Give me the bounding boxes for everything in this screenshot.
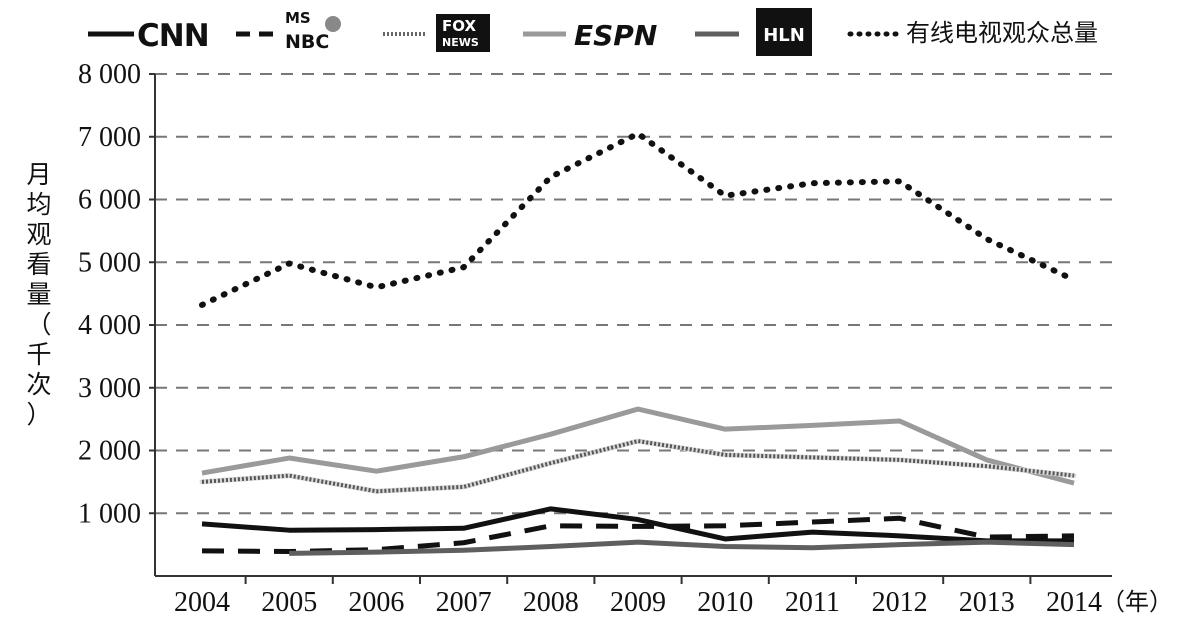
series-line <box>201 406 1075 486</box>
y-axis-label-char: 量 <box>26 280 51 309</box>
x-tick-label: 2014 <box>1046 587 1102 618</box>
y-tick-label: 6 000 <box>78 185 141 216</box>
y-axis-label-char: 千 <box>26 340 51 369</box>
series-3 <box>201 406 1075 486</box>
series-1 <box>201 515 1075 555</box>
legend-hln-logo-text: HLN <box>763 25 805 46</box>
x-tick-label: 2013 <box>959 587 1015 618</box>
x-tick-label: 2010 <box>697 587 753 618</box>
x-tick-label: 2005 <box>261 587 317 618</box>
legend-msnbc-logo-top: MS <box>285 9 311 27</box>
legend-msnbc-peacock-icon <box>325 16 341 32</box>
series-layer <box>199 130 1077 556</box>
y-tick-label: 5 000 <box>78 247 141 278</box>
x-tick-label: 2012 <box>872 587 928 618</box>
series-2 <box>199 438 1077 494</box>
y-axis-label-char: （ <box>26 310 51 339</box>
series-line <box>201 506 1074 544</box>
y-tick-label: 2 000 <box>78 436 141 467</box>
x-unit-label: （年） <box>1101 588 1173 616</box>
grid <box>155 73 1112 515</box>
y-axis-label-char: ） <box>26 400 51 429</box>
y-tick-label: 4 000 <box>78 310 141 341</box>
y-axis-label-char: 均 <box>26 190 51 219</box>
legend-cnn-logo: CNN <box>137 18 209 54</box>
legend-fox-logo-bottom: NEWS <box>442 36 479 49</box>
series-line <box>199 130 1077 308</box>
y-axis-label-char: 看 <box>26 250 51 279</box>
x-tick-label: 2006 <box>348 587 404 618</box>
legend-msnbc-logo: MS NBC <box>285 9 341 53</box>
y-tick-label: 8 000 <box>78 59 141 90</box>
series-line <box>289 539 1075 556</box>
legend-hln-logo: HLN <box>756 8 812 56</box>
y-tick-label: 7 000 <box>78 122 141 153</box>
y-axis-label-char: 次 <box>26 370 51 399</box>
legend-fox-logo-top: FOX <box>442 17 476 35</box>
axes: 1 000 2 000 3 000 4 000 5 000 6 000 7 000 8 000… <box>26 59 1173 618</box>
x-tick-label: 2007 <box>436 587 492 618</box>
y-tick-label: 3 000 <box>78 373 141 404</box>
series-5 <box>199 130 1077 308</box>
legend-fox-logo-box <box>436 14 490 52</box>
series-4 <box>289 539 1075 556</box>
series-line-background <box>199 438 1077 494</box>
x-tick-label: 2009 <box>610 587 666 618</box>
series-0 <box>201 506 1074 544</box>
y-axis-label-char: 观 <box>26 220 51 249</box>
series-line <box>201 515 1075 555</box>
x-tick-label: 2004 <box>174 587 230 618</box>
x-tick-label: 2011 <box>785 587 840 618</box>
legend-msnbc-logo-bottom: NBC <box>285 31 329 53</box>
legend-espn-logo: ESPN <box>574 19 657 52</box>
legend-hln-logo-box <box>756 8 812 56</box>
y-axis-label-char: 月 <box>26 160 51 189</box>
x-tick-label: 2008 <box>523 587 579 618</box>
legend-total-label: 有线电视观众总量 <box>906 19 1098 47</box>
y-tick-label: 1 000 <box>78 498 141 529</box>
